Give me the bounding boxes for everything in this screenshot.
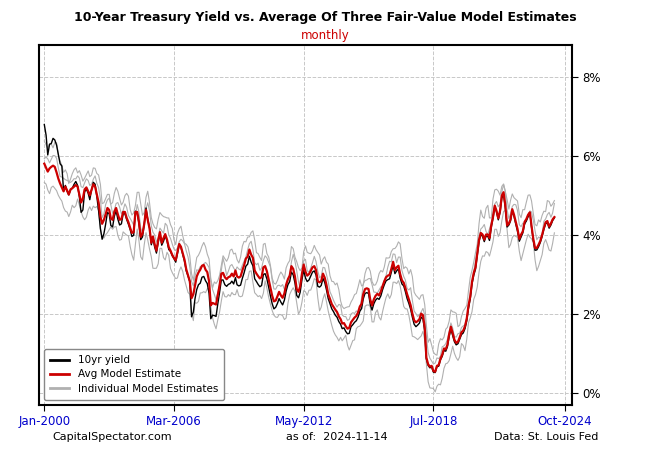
Text: as of:  2024-11-14: as of: 2024-11-14 [286,432,387,442]
Text: monthly: monthly [300,29,350,42]
Text: CapitalSpectator.com: CapitalSpectator.com [52,432,172,442]
Legend: 10yr yield, Avg Model Estimate, Individual Model Estimates: 10yr yield, Avg Model Estimate, Individu… [44,349,224,400]
Text: Data: St. Louis Fed: Data: St. Louis Fed [493,432,598,442]
Text: 10-Year Treasury Yield vs. Average Of Three Fair-Value Model Estimates: 10-Year Treasury Yield vs. Average Of Th… [73,11,577,24]
